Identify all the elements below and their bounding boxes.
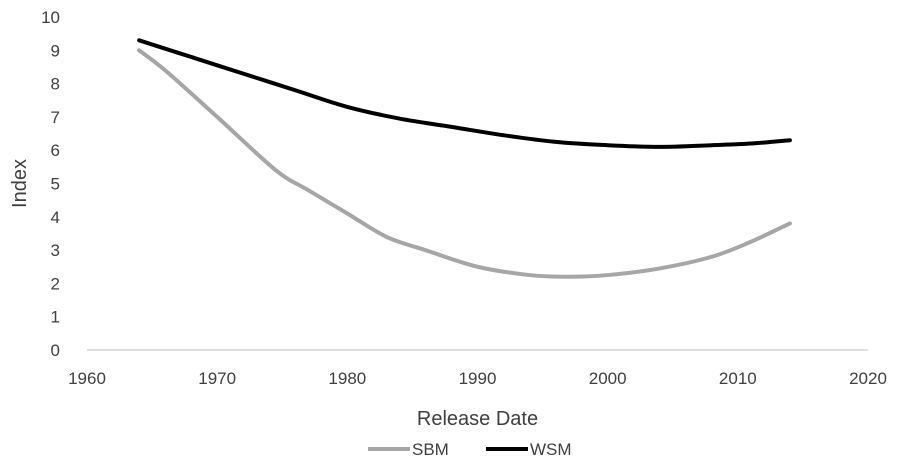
x-tick-label: 1960 — [68, 369, 106, 388]
legend: SBM WSM — [368, 440, 572, 459]
x-tick-label: 1990 — [459, 369, 497, 388]
y-tick-label: 2 — [51, 274, 60, 293]
series-line-wsm — [137, 38, 792, 149]
x-axis-title: Release Date — [417, 408, 538, 430]
y-tick-label: 8 — [51, 75, 60, 94]
y-tick-label: 7 — [51, 108, 60, 127]
x-tick-label: 2000 — [589, 369, 627, 388]
y-tick-label: 9 — [51, 41, 60, 60]
x-tick-label: 2010 — [719, 369, 757, 388]
y-tick-label: 10 — [41, 8, 60, 27]
series-lines — [137, 38, 792, 279]
x-tick-label: 1980 — [328, 369, 366, 388]
y-tick-label: 1 — [51, 308, 60, 327]
y-tick-labels: 0 1 2 3 4 5 6 7 8 9 10 — [41, 8, 60, 360]
x-tick-labels: 1960 1970 1980 1990 2000 2010 2020 — [68, 369, 887, 388]
x-tick-label: 2020 — [849, 369, 887, 388]
y-tick-label: 5 — [51, 175, 60, 194]
y-tick-label: 4 — [51, 208, 60, 227]
legend-label-wsm: WSM — [530, 440, 572, 459]
y-tick-label: 0 — [51, 341, 60, 360]
legend-label-sbm: SBM — [412, 440, 449, 459]
y-tick-label: 6 — [51, 141, 60, 160]
y-tick-label: 3 — [51, 241, 60, 260]
y-axis-title: Index — [9, 159, 31, 208]
x-tick-label: 1970 — [198, 369, 236, 388]
series-line-sbm — [137, 48, 792, 279]
